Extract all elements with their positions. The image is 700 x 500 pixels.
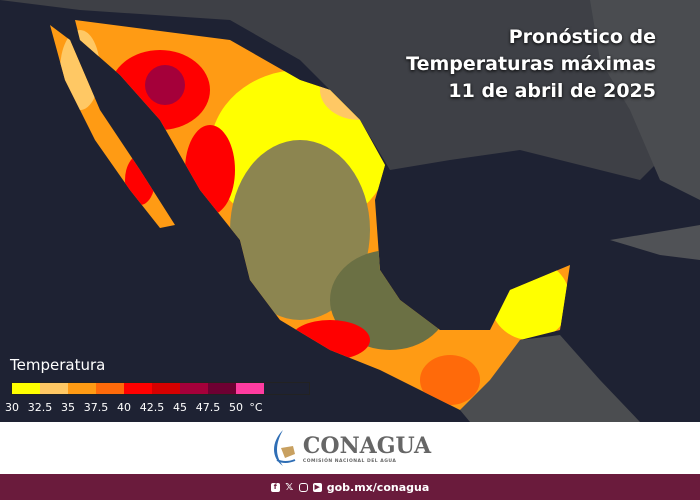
legend-swatch — [96, 383, 124, 394]
legend-swatch — [124, 383, 152, 394]
x-icon[interactable]: 𝕏 — [285, 481, 294, 493]
footer-url-link[interactable]: gob.mx/conagua — [326, 480, 430, 494]
legend-color-bar — [11, 382, 310, 395]
temperature-legend: Temperatura 30 32.5 35 37.5 40 42.5 45 47.5 50 °C — [5, 356, 310, 417]
logo-subtitle: COMISIÓN NACIONAL DEL AGUA — [302, 458, 397, 464]
logo-name: CONAGUA — [302, 432, 432, 459]
central-america — [460, 335, 640, 422]
legend-tick-label: 30 — [5, 401, 19, 414]
title-date: 11 de abril de 2025 — [448, 80, 656, 102]
legend-swatch — [180, 383, 208, 394]
legend-tick-label: 35 — [61, 401, 75, 414]
legend-tick-label: 37.5 — [83, 401, 109, 414]
legend-tick-label: 32.5 — [27, 401, 53, 414]
legend-tick-label: 47.5 — [195, 401, 221, 414]
legend-swatch — [68, 383, 96, 394]
title-line-2: Temperaturas máximas — [406, 53, 656, 75]
legend-swatch — [40, 383, 68, 394]
footer: f 𝕏 ▶ gob.mx/conagua — [0, 474, 700, 500]
legend-swatch — [236, 383, 264, 394]
legend-swatch — [152, 383, 180, 394]
map-graphic — [0, 0, 700, 422]
temperature-map: Pronóstico de Temperaturas máximas 11 de… — [0, 0, 700, 422]
map-title: Pronóstico de Temperaturas máximas 11 de… — [406, 24, 656, 105]
legend-swatch — [208, 383, 236, 394]
legend-unit: °C — [249, 401, 263, 414]
cuba — [610, 225, 700, 260]
conagua-emblem-icon — [273, 430, 296, 466]
facebook-icon[interactable]: f — [270, 482, 280, 492]
conagua-logo: CONAGUA COMISIÓN NACIONAL DEL AGUA — [269, 428, 431, 468]
legend-tick-label: 42.5 — [139, 401, 165, 414]
us-landmass — [0, 0, 700, 180]
florida — [590, 0, 700, 200]
legend-tick-label: 45 — [173, 401, 187, 414]
logo-band: CONAGUA COMISIÓN NACIONAL DEL AGUA — [0, 422, 700, 474]
legend-tick-label: 40 — [117, 401, 131, 414]
legend-swatch — [12, 383, 40, 394]
legend-ticks: 30 32.5 35 37.5 40 42.5 45 47.5 50 °C — [5, 401, 310, 417]
legend-title: Temperatura — [10, 356, 106, 374]
instagram-icon[interactable] — [298, 482, 308, 492]
legend-tick-label: 50 — [229, 401, 243, 414]
youtube-icon[interactable]: ▶ — [312, 482, 322, 492]
title-line-1: Pronóstico de — [508, 26, 656, 48]
